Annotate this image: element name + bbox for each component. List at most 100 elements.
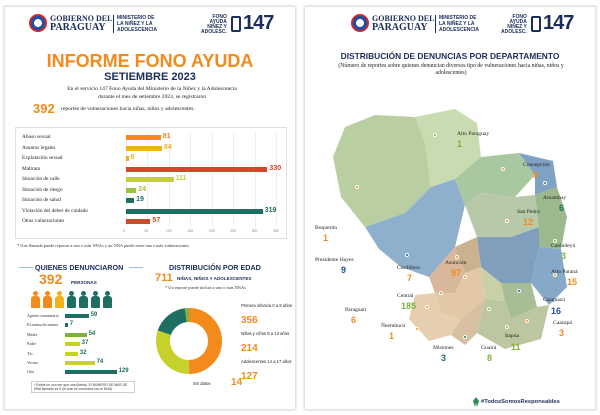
department-value: 6 bbox=[351, 315, 357, 325]
government-seal-icon bbox=[29, 14, 47, 32]
person-head bbox=[81, 291, 86, 296]
person-icon bbox=[103, 291, 112, 308]
donut-slice bbox=[157, 308, 188, 336]
department-marker bbox=[505, 325, 509, 329]
region-cordillera bbox=[455, 237, 481, 273]
department-marker bbox=[553, 239, 557, 243]
map-subtitle: (Número de reportes sobre quienes denunc… bbox=[338, 63, 564, 76]
intro-line-2: durante el mes de setiembre 2023, se reg… bbox=[97, 94, 207, 100]
section-line bbox=[129, 267, 143, 268]
region-concepcion bbox=[455, 153, 535, 205]
report-panel-left: GOBIERNO DEL PARAGUAY MINISTERIO DE LA NI… bbox=[4, 6, 296, 410]
region-guaira bbox=[481, 267, 505, 301]
department-label: Concepción bbox=[523, 162, 550, 168]
header-divider bbox=[435, 15, 436, 33]
department-label: Guairá bbox=[481, 345, 497, 351]
bar-value: 74 bbox=[96, 359, 104, 365]
fono-label: FONO AYUDA NIÑEZ Y ADOLESC. bbox=[201, 14, 227, 35]
region-alto-parana bbox=[531, 247, 567, 305]
department-value: 3 bbox=[441, 353, 447, 363]
department-label: Cordillera bbox=[397, 265, 420, 271]
region-san-pedro bbox=[465, 193, 539, 237]
person-head bbox=[69, 291, 74, 296]
bar-value: 19 bbox=[136, 196, 144, 203]
intro-line-1: En el servicio 147 Fono Ayuda del Minist… bbox=[67, 86, 237, 92]
grid-line bbox=[233, 132, 235, 228]
category-label: Situación de calle bbox=[22, 176, 60, 182]
department-label: Alto Paraná bbox=[551, 269, 578, 275]
quienes-unit: PERSONAS bbox=[71, 280, 97, 285]
bar bbox=[65, 314, 89, 318]
department-value: 185 bbox=[401, 301, 417, 311]
bar-value: 7 bbox=[69, 321, 74, 328]
phone-icon bbox=[231, 16, 241, 32]
region-presidente-hayes bbox=[365, 179, 465, 277]
bar-value: 54 bbox=[88, 330, 96, 337]
person-head bbox=[57, 291, 62, 296]
department-marker bbox=[525, 319, 529, 323]
report-panel-right: GOBIERNO DEL PARAGUAY MINISTERIO DE LA NI… bbox=[304, 6, 596, 410]
ministry-name: MINISTERIO DE LA NIÑEZ Y LA ADOLESCENCIA bbox=[117, 15, 158, 33]
department-value: 7 bbox=[407, 273, 413, 283]
department-value: 97 bbox=[451, 268, 462, 278]
section-line bbox=[19, 267, 33, 268]
bar-value: 84 bbox=[164, 143, 172, 151]
ribbon-icon bbox=[473, 397, 479, 407]
department-label: Caaguazú bbox=[543, 297, 566, 303]
department-marker bbox=[543, 181, 547, 185]
person-icon bbox=[67, 291, 76, 308]
department-marker bbox=[463, 275, 467, 279]
hashtag: #TodosSomosResponsables bbox=[481, 399, 560, 405]
category-label: Abuso sexual bbox=[22, 134, 51, 140]
vulneraciones-chart: 0 50 100 150 200 250 300 350 Abuso sexual 81 Asunt… bbox=[15, 127, 287, 239]
x-tick-label: 50 bbox=[144, 229, 149, 233]
x-tick-label: 0 bbox=[123, 229, 125, 233]
department-value: 15 bbox=[567, 277, 578, 287]
category-label: Violación del deber de cuidado bbox=[22, 207, 88, 214]
bar-value: 319 bbox=[264, 206, 277, 214]
department-marker bbox=[505, 219, 509, 223]
government-logo: GOBIERNO DEL PARAGUAY bbox=[372, 14, 435, 33]
bar bbox=[65, 332, 87, 337]
bar bbox=[65, 370, 117, 375]
x-tick-label: 150 bbox=[187, 229, 194, 233]
total-reports: 392 bbox=[33, 101, 55, 116]
donut-value: 356 bbox=[241, 315, 258, 326]
bar bbox=[126, 187, 137, 193]
header-right: GOBIERNO DEL PARAGUAY MINISTERIO DE LA NI… bbox=[305, 7, 595, 41]
region-paraguari bbox=[435, 267, 485, 319]
category-label: Situación de riesgo bbox=[22, 186, 63, 193]
region-caaguazu bbox=[477, 227, 539, 283]
ministry-name: MINISTERIO DE LA NIÑEZ Y LA ADOLESCENCIA bbox=[439, 15, 480, 33]
department-marker bbox=[455, 255, 459, 259]
donut-value: 14 bbox=[231, 377, 243, 388]
region-amambay bbox=[519, 153, 557, 195]
department-marker bbox=[425, 305, 429, 309]
department-value: 1 bbox=[389, 331, 395, 341]
person-head bbox=[93, 291, 98, 296]
x-tick-label: 250 bbox=[230, 229, 237, 233]
person-head bbox=[33, 291, 38, 296]
edad-note: * Un reporte puede incluir a uno o más N… bbox=[165, 285, 246, 290]
donut-label: Sin datos bbox=[193, 381, 211, 386]
x-tick-label: 300 bbox=[251, 229, 258, 233]
x-tick-label: 100 bbox=[165, 229, 172, 233]
department-label: Boquerón bbox=[315, 225, 338, 231]
government-seal-icon bbox=[351, 14, 369, 32]
department-value: 12 bbox=[523, 217, 534, 227]
x-tick-label: 200 bbox=[208, 229, 215, 233]
quienes-total: 392 bbox=[39, 271, 63, 287]
bar bbox=[65, 323, 68, 328]
chart-footnote: * Una llamada puede reportar a uno o más… bbox=[17, 243, 190, 248]
category-label: Asuntos legales bbox=[22, 144, 56, 151]
relation-label: Otra bbox=[27, 369, 35, 375]
bar-value: 59 bbox=[90, 312, 98, 318]
relation-label: El mismo/la misma bbox=[27, 322, 59, 328]
department-value: 3 bbox=[561, 251, 567, 261]
bar bbox=[126, 177, 174, 182]
region-alto-paraguay bbox=[415, 109, 481, 187]
person-head bbox=[45, 291, 50, 296]
bar bbox=[126, 166, 268, 172]
donut-value: 214 bbox=[241, 343, 258, 354]
person-body bbox=[67, 296, 76, 308]
